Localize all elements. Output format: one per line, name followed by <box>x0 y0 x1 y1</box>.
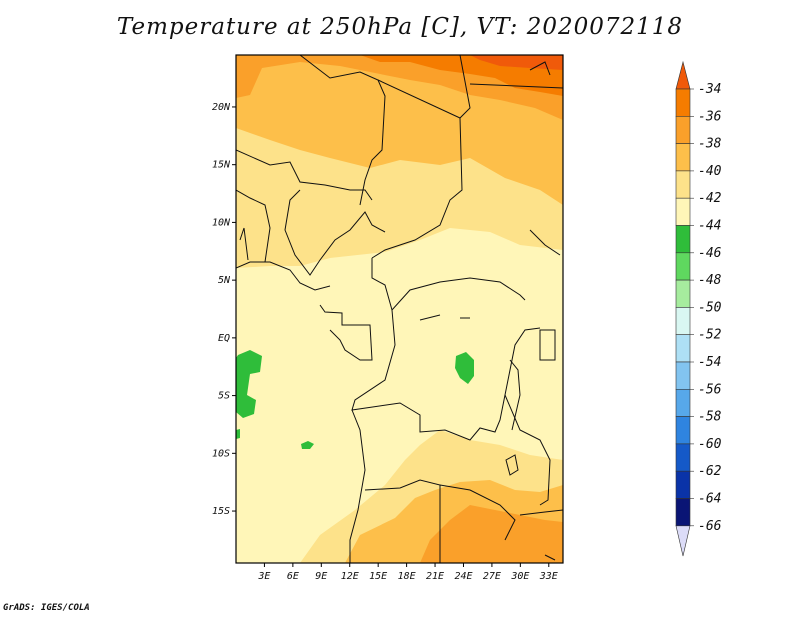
lon-tick-label: 27E <box>483 571 501 582</box>
colorbar-swatch <box>675 197 691 226</box>
colorbar-swatch <box>675 307 691 335</box>
lon-tick-label: 3E <box>257 571 270 582</box>
colorbar-label: -48 <box>698 273 722 288</box>
colorbar-label: -50 <box>698 300 722 315</box>
lon-tick-label: 30E <box>510 571 529 582</box>
colorbar-swatch <box>675 416 691 445</box>
lon-tick-label: 21E <box>426 571 444 582</box>
colorbar-label: -56 <box>698 382 722 397</box>
colorbar-swatch <box>675 225 691 254</box>
colorbar-swatch <box>675 498 691 527</box>
colorbar-label: -46 <box>698 246 722 261</box>
lat-tick-label: EQ <box>218 333 230 344</box>
colorbar: -34 -36 -38 -40 -42 -44 -46 -48 -50 -52 -54 -56 -58 -… <box>675 60 722 557</box>
colorbar-label: -36 <box>698 109 722 124</box>
colorbar-swatch <box>675 170 691 199</box>
colorbar-arrow-top <box>675 60 691 90</box>
colorbar-label: -42 <box>698 191 722 206</box>
colorbar-label: -54 <box>698 355 721 370</box>
colorbar-label: -44 <box>698 219 721 234</box>
colorbar-label: -64 <box>698 492 721 507</box>
colorbar-swatch <box>675 361 691 390</box>
colorbar-swatch <box>675 443 691 472</box>
lat-tick-label: 15S <box>212 506 230 517</box>
colorbar-swatch <box>675 143 691 172</box>
field-band-north-gt-34 <box>470 55 563 70</box>
field-band-south-36-38 <box>420 505 563 563</box>
lat-tick-label: 10S <box>212 448 230 459</box>
lat-tick-label: 10N <box>212 217 231 228</box>
lon-tick-label: 24E <box>454 571 472 582</box>
field-patch-cold-west <box>236 350 262 418</box>
lon-tick-label: 9E <box>315 571 327 582</box>
country-borders <box>236 55 563 563</box>
lon-tick-label: 12E <box>341 571 359 582</box>
longitude-axis: 3E 6E 9E 12E 15E 18E 21E 24E 27E 30E 33E <box>257 563 558 582</box>
colorbar-label: -34 <box>698 82 721 97</box>
colorbar-swatch <box>675 334 691 363</box>
colorbar-label: -62 <box>698 464 722 479</box>
map-title: Temperature at 250hPa [C], VT: 202007211… <box>116 14 684 40</box>
latitude-axis: 20N 15N 10N 5N EQ 5S 10S 15S <box>212 102 236 517</box>
field-patch-cold-edge <box>236 429 240 439</box>
colorbar-label: -40 <box>698 164 722 179</box>
grads-credit: GrADS: IGES/COLA <box>3 603 90 613</box>
lat-tick-label: 5N <box>218 275 231 286</box>
colorbar-swatch <box>675 88 691 117</box>
lat-tick-label: 20N <box>212 102 231 113</box>
colorbar-arrow-bottom <box>675 525 691 557</box>
colorbar-swatch <box>675 116 691 144</box>
colorbar-swatch <box>675 252 691 281</box>
lon-tick-label: 6E <box>287 571 299 582</box>
colorbar-label: -38 <box>698 137 722 152</box>
colorbar-swatch <box>675 279 691 308</box>
field-patch-cold-central <box>455 352 474 384</box>
colorbar-label: -52 <box>698 328 722 343</box>
lat-tick-label: 5S <box>218 391 230 402</box>
map-frame <box>235 54 564 564</box>
colorbar-swatch <box>675 388 691 417</box>
colorbar-swatch <box>675 470 691 499</box>
colorbar-label: -60 <box>698 437 722 452</box>
field-patch-cold-south <box>301 441 314 449</box>
lon-tick-label: 15E <box>369 571 387 582</box>
temperature-field <box>236 55 563 563</box>
lon-tick-label: 18E <box>398 571 416 582</box>
colorbar-label: -58 <box>698 410 722 425</box>
lat-tick-label: 15N <box>212 160 231 171</box>
colorbar-label: -66 <box>698 519 722 534</box>
lon-tick-label: 33E <box>539 571 558 582</box>
